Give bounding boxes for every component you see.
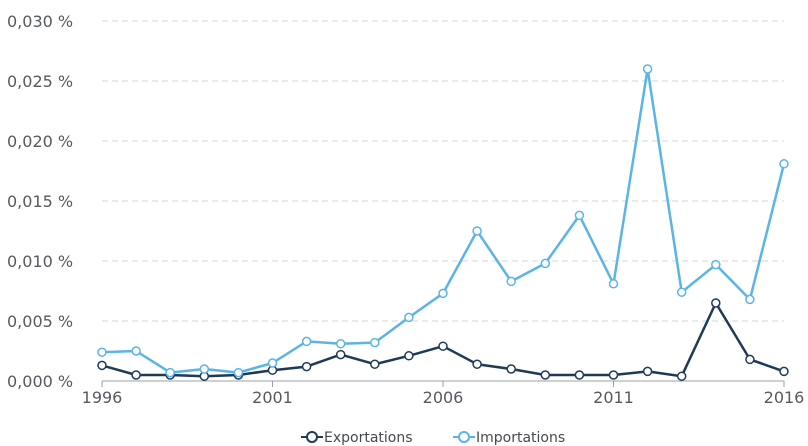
x-tick-label: 2006: [423, 388, 464, 407]
exportations-point: [745, 354, 755, 365]
exportations-point: [540, 370, 551, 380]
importations-point: [506, 276, 516, 287]
importations-point: [131, 346, 141, 356]
exportations-legend-marker: [306, 431, 318, 443]
legend: Exportations Importations: [301, 430, 565, 446]
importations-line: [101, 67, 786, 374]
exportations-point: [642, 366, 653, 377]
importations-point: [233, 367, 244, 378]
importations-point: [404, 312, 414, 323]
importations-point: [711, 259, 721, 270]
importations-point: [165, 367, 175, 378]
importations-point: [438, 288, 448, 299]
exportations-point: [370, 359, 380, 369]
y-tick-label: 0,000 %: [7, 372, 73, 391]
importations-legend-marker: [458, 431, 470, 443]
importations-point: [301, 336, 312, 347]
importations-point: [676, 287, 687, 297]
x-tick-label: 2016: [764, 388, 805, 407]
y-tick-label: 0,015 %: [7, 192, 73, 211]
gridlines: [102, 20, 784, 322]
exportations-point: [97, 360, 107, 371]
importations-legend-label: Importations: [476, 430, 565, 446]
exportations-legend-label: Exportations: [324, 430, 413, 446]
importations-point: [335, 339, 346, 349]
importations-point: [779, 159, 789, 169]
importations-point: [574, 210, 585, 221]
exportations-point: [779, 366, 789, 377]
x-tick-label: 2011: [593, 388, 634, 407]
exportations-point: [131, 370, 141, 380]
importations-point: [199, 364, 210, 374]
importations-point: [370, 337, 380, 348]
x-tick-label: 1996: [82, 388, 123, 407]
x-axis-tick-labels: 1996 2001 2006 2011 2016: [82, 388, 805, 407]
exportations-point: [574, 370, 585, 380]
y-axis-tick-labels: 0,000 % 0,005 % 0,010 % 0,015 % 0,020 % 0,025…: [7, 12, 73, 391]
y-tick-label: 0,005 %: [7, 312, 73, 331]
importations-point: [97, 347, 107, 357]
series-lines: [97, 64, 789, 381]
importations-point: [472, 226, 482, 236]
x-axis: [101, 380, 785, 387]
exportations-point: [404, 351, 414, 361]
importations-point: [745, 294, 755, 305]
x-tick-label: 2001: [252, 388, 293, 407]
exportations-point: [608, 370, 619, 380]
importations-point: [642, 64, 653, 74]
exportations-point: [472, 359, 482, 369]
exportations-point: [335, 349, 346, 360]
exportations-point: [676, 371, 687, 381]
importations-point: [608, 279, 619, 289]
y-tick-label: 0,020 %: [7, 132, 73, 151]
y-tick-label: 0,025 %: [7, 72, 73, 91]
exportations-point: [506, 364, 516, 374]
importations-point: [540, 258, 551, 269]
y-tick-label: 0,010 %: [7, 252, 73, 271]
importations-point: [267, 358, 278, 368]
exportations-point: [438, 341, 448, 351]
y-tick-label: 0,030 %: [7, 12, 73, 31]
exportations-point: [301, 361, 312, 372]
exportations-point: [711, 298, 721, 308]
